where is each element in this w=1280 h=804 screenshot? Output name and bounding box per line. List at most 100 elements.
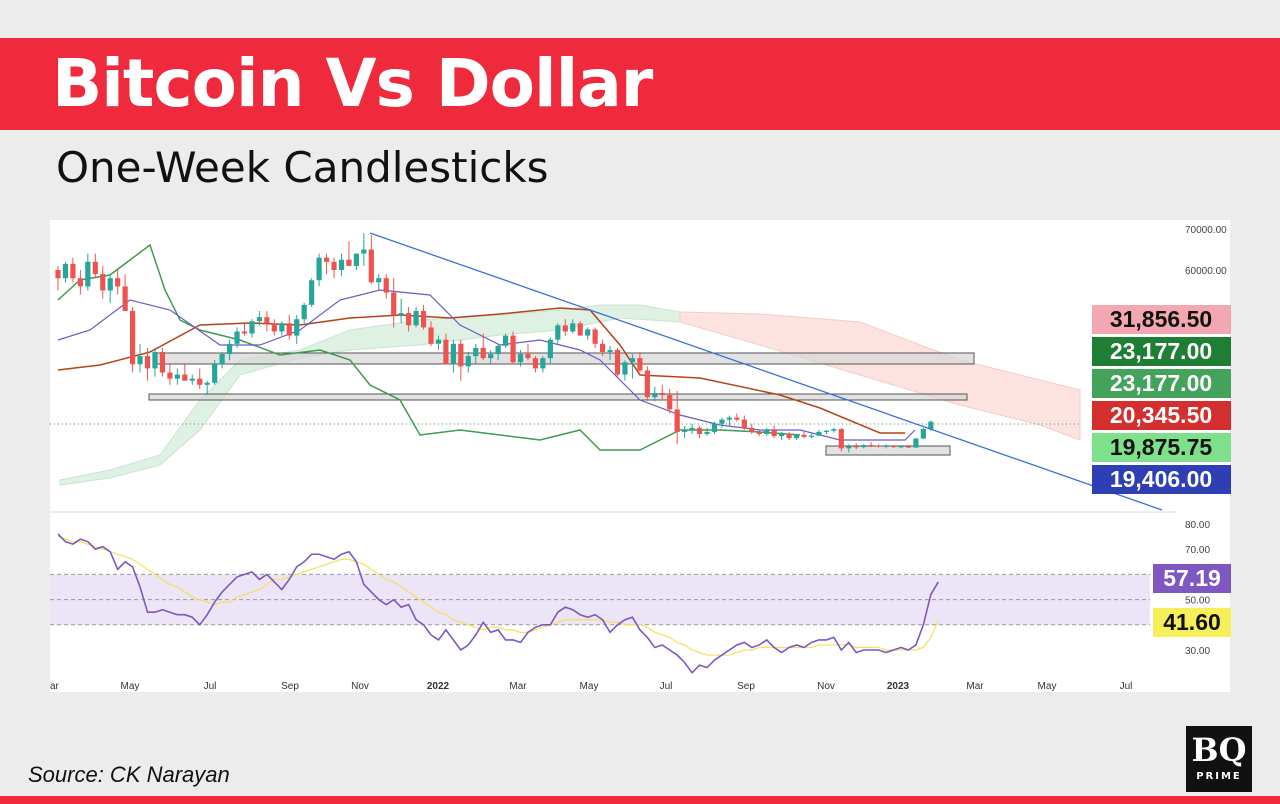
rsi-label-value: 57.19: [1163, 565, 1221, 591]
candle-body: [130, 311, 136, 365]
candle-body: [786, 434, 792, 439]
source-credit: Source: CK Narayan: [28, 762, 230, 787]
candle-body: [592, 329, 598, 344]
candle-body: [622, 362, 628, 375]
candle-body: [249, 321, 255, 334]
time-axis-tick: 2023: [887, 681, 910, 692]
candle-body: [756, 431, 762, 434]
candle-body: [174, 374, 180, 379]
candle-body: [898, 446, 904, 448]
candle-body: [913, 438, 919, 448]
price-axis-tick: 60000.00: [1185, 266, 1227, 277]
candle-body: [361, 249, 367, 254]
candle-body: [689, 427, 695, 430]
candle-body: [331, 261, 337, 270]
time-axis-tick: Sep: [737, 681, 755, 692]
candle-body: [234, 331, 240, 344]
time-axis-tick: Mar: [966, 681, 984, 692]
candle-body: [376, 278, 382, 283]
candle-body: [816, 431, 822, 436]
candle-body: [719, 419, 725, 424]
base-line: [57, 307, 905, 434]
ichimoku-cloud-red: [679, 311, 1081, 441]
candle-body: [212, 364, 218, 383]
candle-body: [637, 358, 643, 371]
candle-body: [488, 354, 494, 359]
candle-body: [271, 323, 277, 332]
lagging-span-line: [57, 243, 801, 451]
candle-body: [793, 434, 800, 439]
candle-body: [704, 431, 710, 434]
candle-body: [652, 393, 658, 398]
candle-body: [495, 345, 501, 355]
candle-body: [443, 339, 449, 365]
rsi-axis-tick: 30.00: [1185, 646, 1210, 657]
candle-body: [540, 358, 546, 369]
price-label-box: [1092, 305, 1231, 334]
time-axis-tick: Nov: [351, 681, 369, 692]
rsi-label-box: [1153, 564, 1231, 593]
candle-body: [771, 429, 777, 437]
candle-body: [241, 331, 248, 334]
candle-body: [577, 323, 583, 336]
candle-body: [764, 429, 770, 434]
candle-body: [644, 370, 650, 398]
time-axis-tick: Jul: [204, 681, 217, 692]
candle-body: [182, 374, 188, 381]
candle-body: [547, 339, 553, 359]
candle-body: [629, 358, 636, 363]
candle-body: [383, 278, 389, 293]
candle-body: [107, 278, 113, 291]
candle-body: [614, 349, 621, 375]
time-axis-tick: ar: [50, 681, 60, 692]
price-label-box: [1092, 369, 1231, 398]
candle-body: [838, 429, 844, 449]
candle-body: [659, 393, 665, 396]
rsi-line: [57, 533, 939, 674]
candle-body: [876, 445, 882, 447]
rsi-axis-tick: 50.00: [1185, 596, 1210, 607]
candle-body: [204, 382, 210, 385]
candle-body: [525, 354, 531, 359]
candle-body: [779, 434, 785, 437]
candle-body: [674, 409, 680, 432]
rsi-axis-tick: 80.00: [1185, 520, 1210, 531]
candle-body: [831, 429, 837, 431]
candle-body: [62, 263, 69, 279]
candle-body: [256, 317, 263, 322]
candle-body: [585, 329, 591, 336]
time-axis-tick: Jul: [1120, 681, 1133, 692]
logo-main-text: BQ: [1191, 731, 1247, 769]
rsi-label-box: [1153, 608, 1231, 637]
candle-body: [801, 434, 807, 437]
candle-body: [77, 278, 83, 287]
time-axis-tick: Nov: [817, 681, 835, 692]
candle-body: [159, 352, 166, 373]
price-label-value: 23,177.00: [1110, 338, 1212, 364]
candle-body: [338, 259, 345, 270]
candle-body: [734, 417, 740, 420]
candle-body: [189, 378, 195, 381]
candle-body: [562, 325, 568, 332]
candle-body: [570, 323, 576, 332]
page-title: Bitcoin Vs Dollar: [52, 45, 653, 122]
candle-body: [823, 430, 829, 432]
conversion-line: [57, 289, 916, 441]
candle-body: [368, 249, 374, 283]
candle-body: [473, 347, 479, 357]
candle-body: [905, 446, 912, 448]
candle-body: [152, 352, 158, 369]
price-axis-tick: 70000.00: [1185, 225, 1227, 236]
bq-prime-logo: BQ PRIME: [1186, 726, 1252, 792]
time-axis-tick: Mar: [509, 681, 527, 692]
candle-body: [741, 419, 747, 428]
price-label-value: 20,345.50: [1110, 402, 1212, 428]
candle-body: [682, 429, 688, 432]
price-label-value: 19,875.75: [1110, 434, 1213, 460]
candle-body: [808, 435, 815, 437]
price-label-value: 23,177.00: [1110, 370, 1212, 396]
page-subtitle: One-Week Candlesticks: [56, 143, 549, 192]
candle-body: [503, 335, 509, 346]
candle-body: [226, 343, 233, 355]
candle-body: [599, 343, 606, 352]
